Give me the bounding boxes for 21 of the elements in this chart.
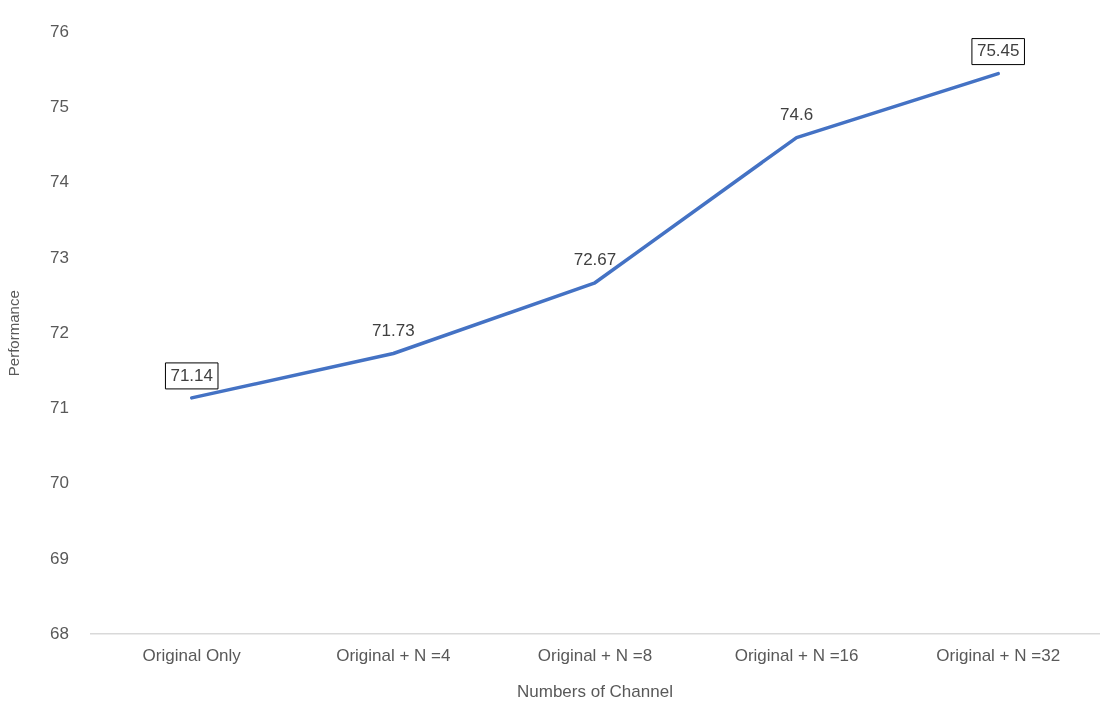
y-tick-label: 72 [49,322,69,342]
data-label: 74.6 [780,105,814,125]
y-axis-title: Performance [5,290,23,377]
data-label: 72.67 [573,250,617,270]
data-label: 71.73 [372,321,415,341]
x-axis-title: Numbers of Channel [516,682,673,702]
y-tick-label: 70 [49,473,69,493]
data-label: 75.45 [976,41,1020,61]
data-label: 71.14 [170,365,213,385]
y-tick-label: 73 [49,247,69,267]
x-tick-label: Original + N =4 [336,646,451,666]
y-tick-label: 76 [49,21,69,41]
x-tick-label: Original + N =32 [936,646,1061,666]
y-tick-label: 75 [49,97,69,117]
x-tick-label: Original + N =16 [734,646,859,666]
y-tick-label: 74 [49,172,69,192]
x-tick-label: Original Only [142,646,242,666]
y-tick-label: 68 [49,623,69,643]
y-tick-label: 69 [49,548,69,568]
y-tick-label: 71 [49,398,69,418]
x-tick-label: Original + N =8 [537,646,653,666]
